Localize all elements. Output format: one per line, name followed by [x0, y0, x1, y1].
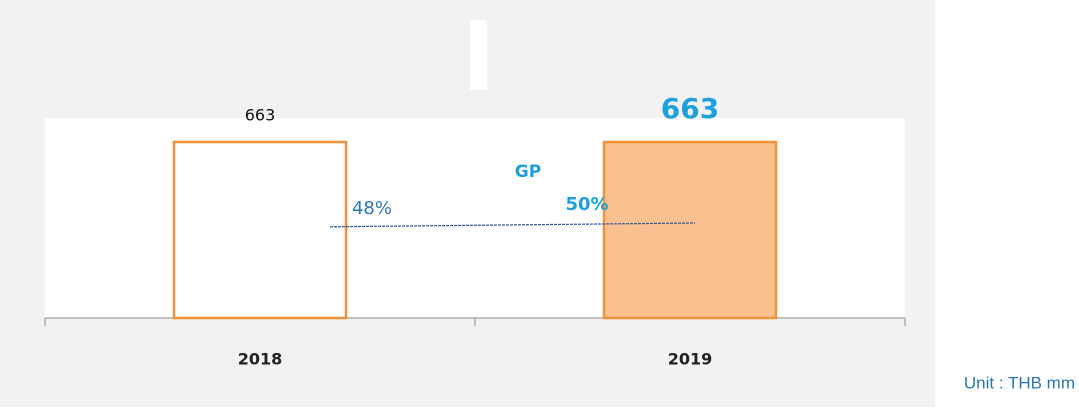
bar-label: 663 — [661, 92, 719, 125]
bar — [172, 140, 348, 320]
decor — [470, 20, 487, 90]
x-tick-label: 2018 — [238, 350, 283, 369]
bar-label: 663 — [245, 106, 276, 125]
line-value-label: 50% — [565, 194, 608, 215]
line-label: GP — [515, 162, 541, 182]
bar — [602, 140, 778, 320]
line-value-label: 48% — [352, 198, 392, 219]
x-tick-label: 2019 — [668, 350, 713, 369]
line — [329, 222, 696, 228]
unit-note: Unit : THB mm — [964, 373, 1075, 392]
